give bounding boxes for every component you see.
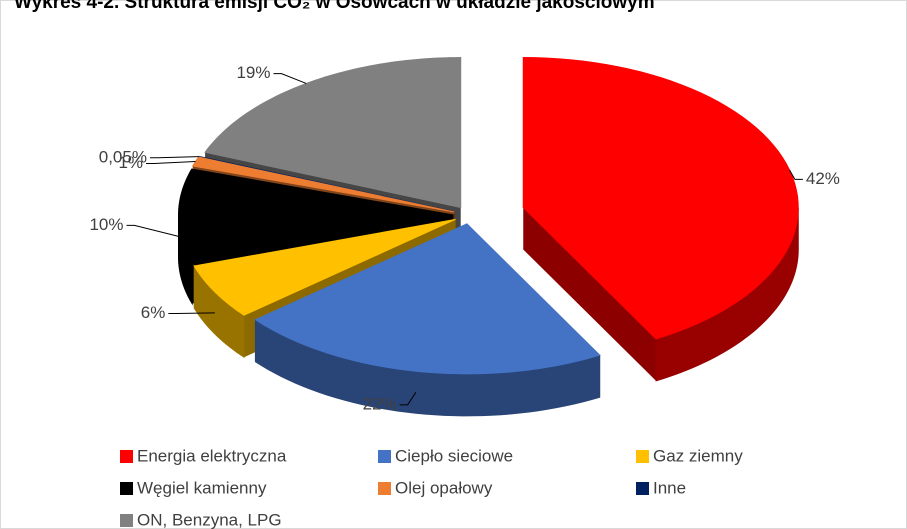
chart-title: Wykres 4-2. Struktura emisji CO₂ w Osowc… <box>14 0 655 13</box>
leader-line <box>273 73 307 84</box>
data-label: 0,05% <box>99 147 147 166</box>
legend-swatch <box>378 450 391 463</box>
legend-label: Olej opałowy <box>395 478 493 497</box>
legend-swatch <box>120 514 133 527</box>
slice-top <box>522 57 799 340</box>
legend-label: Ciepło sieciowe <box>395 446 513 465</box>
legend-swatch <box>120 450 133 463</box>
legend-swatch <box>378 482 391 495</box>
data-label: 22% <box>363 394 397 413</box>
leader-line <box>399 391 417 406</box>
slice-top <box>204 57 462 209</box>
legend-label: Inne <box>653 478 686 497</box>
legend-swatch <box>636 482 649 495</box>
legend-label: Energia elektryczna <box>137 446 287 465</box>
legend-swatch <box>120 482 133 495</box>
slice-top <box>254 223 601 375</box>
legend-label: Gaz ziemny <box>653 446 743 465</box>
leader-line <box>168 312 215 314</box>
slice-top <box>191 156 455 213</box>
data-label: 42% <box>806 169 840 188</box>
slice-top <box>193 218 456 316</box>
data-label: 10% <box>89 215 123 234</box>
slice-cut-face <box>523 207 657 381</box>
data-label: 19% <box>236 63 270 82</box>
slice-top <box>178 168 454 263</box>
leader-line <box>146 161 196 164</box>
leader-line <box>149 156 199 159</box>
legend-label: ON, Benzyna, LPG <box>137 510 282 529</box>
leader-line <box>126 224 179 237</box>
leader-line <box>789 169 803 180</box>
legend-swatch <box>636 450 649 463</box>
legend-label: Węgiel kamienny <box>137 478 267 497</box>
data-label: 1% <box>118 153 143 172</box>
slice <box>254 223 601 417</box>
slice <box>522 57 799 382</box>
data-label: 6% <box>141 303 166 322</box>
